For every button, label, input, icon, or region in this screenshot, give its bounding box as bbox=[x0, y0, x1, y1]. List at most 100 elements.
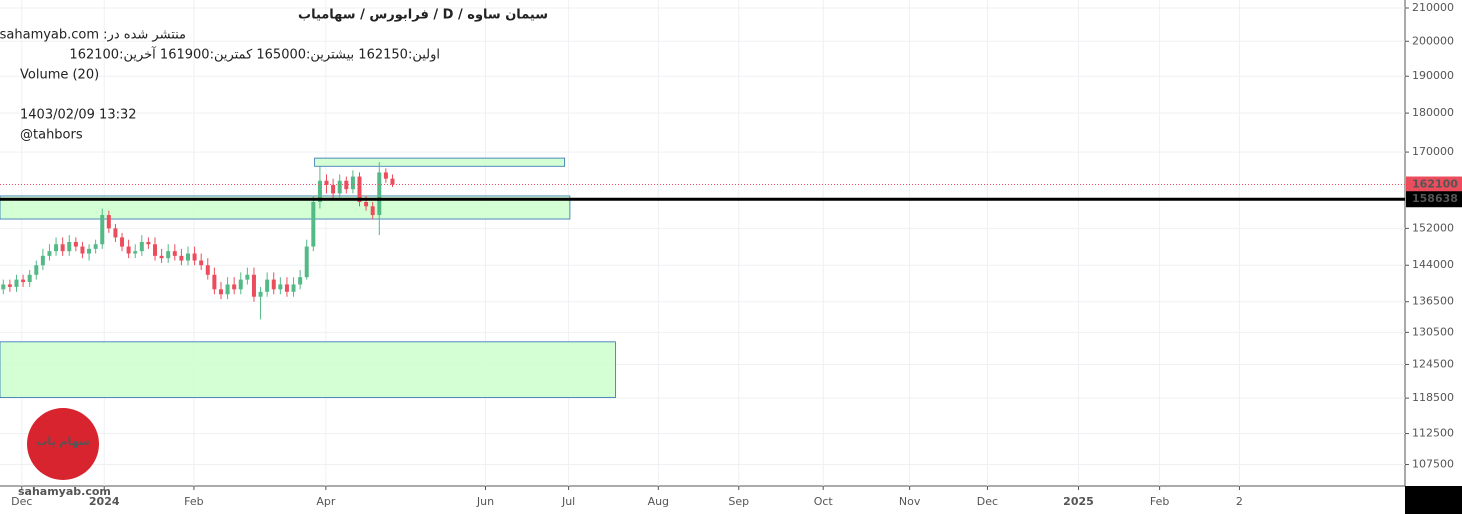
y-tick-label: 144000 bbox=[1412, 258, 1454, 271]
annotation: 1403/02/09 13:32 bbox=[20, 108, 137, 123]
level-tag bbox=[1406, 191, 1462, 208]
candle-body bbox=[40, 255, 45, 266]
candle-body bbox=[337, 180, 342, 194]
candle-body bbox=[324, 180, 329, 185]
x-tick-label: Feb bbox=[1150, 495, 1169, 508]
price-zone bbox=[0, 195, 571, 220]
x-tick-label: Oct bbox=[814, 495, 834, 508]
chart-title: سیمان ساوه / D / فرابورس / سهامیاب bbox=[298, 8, 548, 23]
last-price-tag bbox=[1406, 176, 1462, 193]
candle-body bbox=[47, 251, 52, 256]
annotation: اولین:162150 بیشترین:165000 کمترین:16190… bbox=[69, 46, 440, 63]
x-tick-label: 2024 bbox=[89, 495, 120, 508]
x-tick-label: Nov bbox=[899, 495, 921, 508]
watermark: sahamyab.com bbox=[18, 485, 111, 498]
candle-body bbox=[238, 279, 243, 290]
candle-body bbox=[357, 176, 362, 202]
candle-body bbox=[344, 180, 349, 190]
candle-body bbox=[60, 244, 65, 252]
candle-body bbox=[67, 241, 72, 252]
y-tick-label: 210000 bbox=[1412, 1, 1454, 14]
candle-body bbox=[1, 284, 6, 290]
candle-body bbox=[284, 284, 289, 292]
candle-body bbox=[370, 206, 375, 216]
candle-body bbox=[120, 237, 125, 247]
candle-body bbox=[185, 253, 190, 261]
logo-badge bbox=[27, 408, 99, 480]
candle-body bbox=[93, 244, 98, 249]
candle-body bbox=[166, 251, 171, 259]
candle-body bbox=[271, 279, 276, 290]
candle-body bbox=[291, 284, 296, 292]
candle-body bbox=[54, 244, 59, 252]
candle-body bbox=[34, 265, 39, 275]
x-tick-label: Jul bbox=[561, 495, 575, 508]
y-tick-label: 200000 bbox=[1412, 34, 1454, 47]
candle-body bbox=[383, 172, 388, 179]
candle-body bbox=[232, 284, 237, 290]
y-tick-label: 124500 bbox=[1412, 357, 1454, 370]
x-tick-label: Jun bbox=[476, 495, 494, 508]
y-tick-label: 180000 bbox=[1412, 106, 1454, 119]
candle-body bbox=[251, 274, 256, 297]
candle-body bbox=[100, 215, 105, 245]
candle-body bbox=[298, 277, 303, 285]
candle-body bbox=[258, 291, 263, 297]
price-zone bbox=[0, 341, 616, 398]
candle-body bbox=[212, 274, 217, 290]
y-tick-label: 170000 bbox=[1412, 145, 1454, 158]
axis-corner bbox=[1405, 486, 1462, 514]
candle-body bbox=[14, 279, 19, 287]
candle-body bbox=[205, 265, 210, 275]
y-tick-label: 118500 bbox=[1412, 391, 1454, 404]
candle-body bbox=[304, 246, 309, 278]
candle-body bbox=[377, 172, 382, 216]
candle-body bbox=[106, 215, 111, 229]
level-label: 158638 bbox=[1412, 192, 1458, 205]
last-price-label: 162100 bbox=[1412, 178, 1458, 191]
candle-body bbox=[317, 180, 322, 202]
x-tick-label: Dec bbox=[977, 495, 998, 508]
annotation: Volume (20) bbox=[20, 68, 99, 83]
x-tick-label: Apr bbox=[316, 495, 336, 508]
x-tick-label: 2 bbox=[1236, 495, 1243, 508]
candle-body bbox=[153, 244, 158, 256]
x-tick-label: 2025 bbox=[1063, 495, 1094, 508]
candle-body bbox=[21, 279, 26, 283]
candle-body bbox=[7, 284, 12, 287]
candle-body bbox=[265, 279, 270, 292]
candle-body bbox=[87, 248, 92, 254]
candle-body bbox=[172, 251, 177, 256]
candle-body bbox=[192, 253, 197, 261]
candle-body bbox=[245, 274, 250, 280]
annotation: منتشر شده در: sahamyab.com bbox=[0, 28, 186, 43]
candle-body bbox=[27, 274, 32, 283]
candle-body bbox=[159, 255, 164, 259]
candle-body bbox=[350, 176, 355, 190]
logo-text: سهام یاب bbox=[36, 435, 89, 448]
candle-body bbox=[179, 255, 184, 261]
candle-body bbox=[146, 241, 151, 245]
x-tick-label: Feb bbox=[184, 495, 203, 508]
candle-body bbox=[73, 241, 78, 247]
candle-body bbox=[133, 251, 138, 254]
candle-body bbox=[199, 260, 204, 266]
candle-body bbox=[113, 228, 118, 238]
candle-body bbox=[331, 184, 336, 194]
candle-body bbox=[218, 289, 223, 295]
candle-body bbox=[225, 284, 230, 295]
candle-body bbox=[126, 246, 131, 254]
y-tick-label: 190000 bbox=[1412, 69, 1454, 82]
candle-body bbox=[278, 284, 283, 290]
annotation: @tahbors bbox=[20, 128, 83, 143]
x-tick-label: Dec bbox=[11, 495, 32, 508]
candle-body bbox=[364, 201, 369, 207]
x-tick-label: Aug bbox=[648, 495, 669, 508]
price-zone bbox=[314, 157, 566, 167]
candle-body bbox=[390, 178, 395, 185]
y-tick-label: 130500 bbox=[1412, 325, 1454, 338]
y-tick-label: 112500 bbox=[1412, 427, 1454, 440]
y-tick-label: 107500 bbox=[1412, 458, 1454, 471]
candle-body bbox=[80, 246, 85, 254]
